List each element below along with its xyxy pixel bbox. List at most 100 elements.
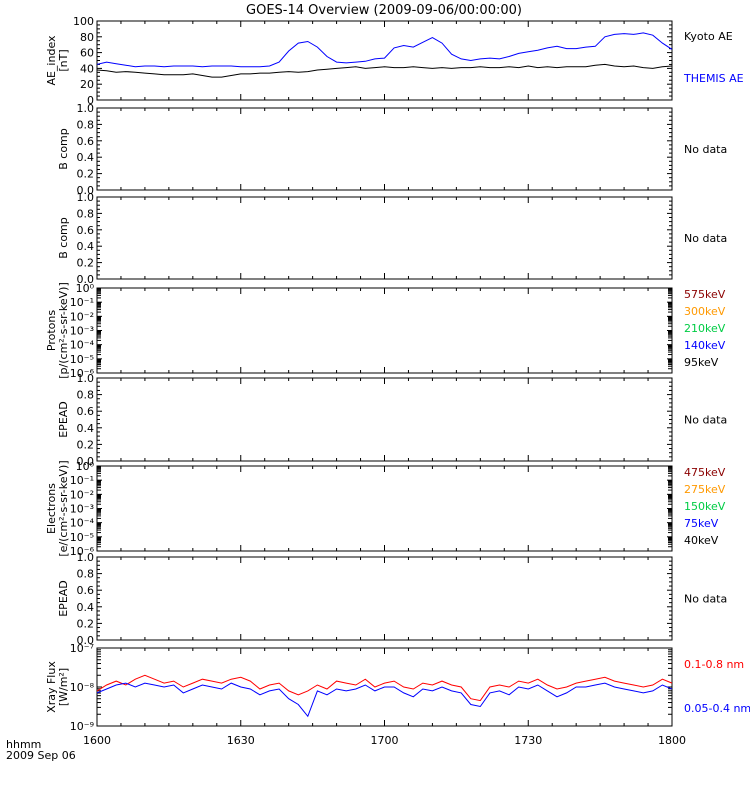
y-axis-label: Protons <box>45 310 58 351</box>
y-tick-label: 40 <box>80 62 94 75</box>
y-tick-label: 0.8 <box>77 118 95 131</box>
legend-140kev: 140keV <box>684 339 726 352</box>
y-tick-label: 10⁻² <box>70 310 94 323</box>
y-axis-label: [e/(cm²-s-sr-keV)] <box>57 460 70 556</box>
y-tick-label: 0.0 <box>77 273 95 286</box>
y-tick-label: 80 <box>80 31 94 44</box>
y-tick-label: 20 <box>80 78 94 91</box>
y-axis-label: [p/(cm²-s-sr-keV)] <box>57 282 70 379</box>
x-corner-label-date: 2009 Sep 06 <box>6 749 76 762</box>
y-tick-label: 0.8 <box>77 207 95 220</box>
panel-frame <box>96 377 673 462</box>
x-corner-label-time: hhmm <box>6 738 41 751</box>
y-axis-label: B comp <box>57 128 70 170</box>
y-tick-label: 0 <box>87 94 94 107</box>
no-data-label: No data <box>684 232 727 245</box>
y-tick-label: 0.4 <box>77 151 95 164</box>
legend-275kev: 275keV <box>684 483 726 496</box>
legend-xray-short: 0.05-0.4 nm <box>684 702 750 715</box>
y-axis-label: Xray Flux <box>45 661 58 713</box>
y-tick-label: 10⁻⁴ <box>70 517 95 530</box>
y-tick-label: 0.6 <box>77 584 95 597</box>
y-tick-label: 10⁻¹ <box>70 474 94 487</box>
y-axis-label: [nT] <box>57 49 70 71</box>
x-tick-label: 1700 <box>371 734 399 747</box>
panel-epead1: 0.0 0.2 0.4 0.6 0.8 1.0 EPEAD No data <box>57 372 727 468</box>
y-tick-label: 1.0 <box>77 102 95 115</box>
series-line-kyoto-ae <box>97 63 672 78</box>
y-tick-label: 10⁻⁶ <box>70 545 95 558</box>
y-tick-label: 0.4 <box>77 601 95 614</box>
y-tick-label: 0.6 <box>77 224 95 237</box>
x-tick-label: 1600 <box>83 734 111 747</box>
no-data-label: No data <box>684 143 727 156</box>
panel-epead2: 0.0 0.2 0.4 0.6 0.8 1.0 EPEAD No data <box>57 551 727 647</box>
y-tick-label: 10⁻³ <box>70 503 94 516</box>
panel-xray: 10⁻⁹ 10⁻⁸ 10⁻⁷ Xray Flux [W/m²] 0.1-0.8 nm 0.0… <box>45 642 750 733</box>
y-tick-label: 60 <box>80 47 94 60</box>
x-tick-label: 1630 <box>227 734 255 747</box>
no-data-label: No data <box>684 414 727 427</box>
y-tick-label: 10⁻⁵ <box>70 353 94 366</box>
y-tick-label: 1.0 <box>77 372 95 385</box>
legend-475kev: 475keV <box>684 466 726 479</box>
y-tick-label: 0.2 <box>77 257 95 270</box>
legend-kyoto-ae: Kyoto AE <box>684 30 733 43</box>
y-tick-label: 0.4 <box>77 240 95 253</box>
y-tick-label: 0.6 <box>77 405 95 418</box>
y-tick-label: 0.6 <box>77 135 95 148</box>
legend-40kev: 40keV <box>684 534 719 547</box>
series-line-0-05-0-4-nm <box>97 682 672 718</box>
y-tick-label: 10⁻³ <box>70 325 94 338</box>
legend-210kev: 210keV <box>684 322 726 335</box>
legend-xray-long: 0.1-0.8 nm <box>684 658 744 671</box>
x-tick-label: 1730 <box>514 734 542 747</box>
y-tick-label: 0.0 <box>77 455 95 468</box>
panel-ae: 0 20 40 60 80 100 AE_index [nT] Kyoto AE THEMIS A… <box>45 15 744 107</box>
no-data-label: No data <box>684 593 727 606</box>
y-tick-label: 0.8 <box>77 568 95 581</box>
panel-b2: 0.0 0.2 0.4 0.6 0.8 1.0 B comp No data <box>57 191 727 286</box>
y-tick-label: 10⁰ <box>76 460 95 473</box>
y-axis-label: EPEAD <box>57 401 70 438</box>
legend-95kev: 95keV <box>684 356 719 369</box>
series-line-themis-ae <box>97 32 672 68</box>
y-tick-label: 10⁻⁴ <box>70 339 95 352</box>
legend-575kev: 575keV <box>684 288 726 301</box>
y-tick-label: 0.2 <box>77 438 95 451</box>
legend-themis-ae: THEMIS AE <box>683 72 744 85</box>
y-axis-label: AE_index <box>45 35 58 86</box>
y-tick-label: 10⁻⁹ <box>70 720 94 733</box>
y-axis-label: Electrons <box>45 483 58 534</box>
legend-75kev: 75keV <box>684 517 719 530</box>
panel-frame <box>96 196 673 280</box>
panel-frame <box>96 465 673 552</box>
chart-title: GOES-14 Overview (2009-09-06/00:00:00) <box>246 3 522 18</box>
y-tick-label: 0.2 <box>77 168 95 181</box>
panel-frame <box>96 287 673 374</box>
y-tick-label: 1.0 <box>77 191 95 204</box>
y-axis-label: B comp <box>57 217 70 259</box>
y-tick-label: 0.2 <box>77 617 95 630</box>
y-tick-label: 10⁰ <box>76 282 95 295</box>
y-tick-label: 100 <box>73 15 94 28</box>
panel-frame <box>96 556 673 641</box>
y-tick-label: 0.0 <box>77 184 95 197</box>
y-axis-label: [W/m²] <box>57 668 70 706</box>
panel-frame <box>96 20 673 101</box>
y-tick-label: 10⁻⁵ <box>70 531 94 544</box>
y-tick-label: 10⁻⁶ <box>70 367 95 380</box>
panel-frame <box>96 107 673 191</box>
x-tick-label: 1800 <box>658 734 686 747</box>
y-tick-label: 0.0 <box>77 634 95 647</box>
legend-150kev: 150keV <box>684 500 726 513</box>
legend-300kev: 300keV <box>684 305 726 318</box>
y-tick-label: 10⁻¹ <box>70 296 94 309</box>
y-axis-label: EPEAD <box>57 580 70 617</box>
y-tick-label: 10⁻² <box>70 488 94 501</box>
panel-b1: 0.0 0.2 0.4 0.6 0.8 1.0 B comp No data <box>57 102 727 197</box>
